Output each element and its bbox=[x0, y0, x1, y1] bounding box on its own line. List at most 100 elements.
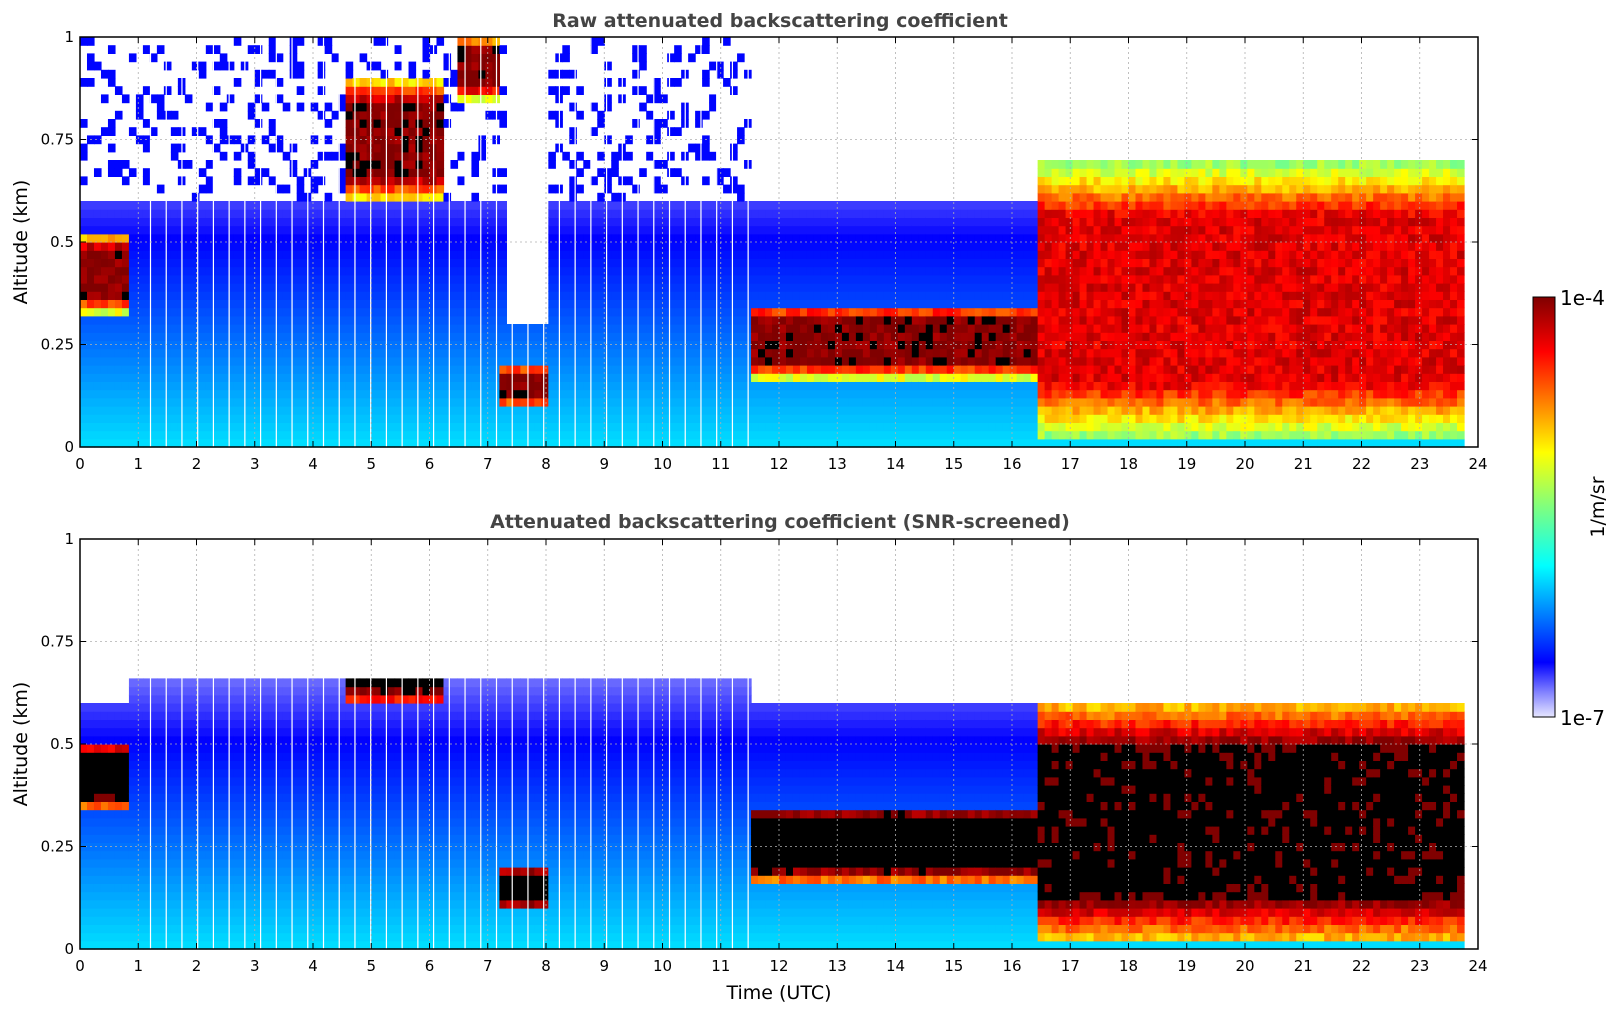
heatmap-cell bbox=[227, 316, 235, 325]
heatmap-cell bbox=[80, 144, 88, 153]
heatmap-cell bbox=[877, 234, 885, 243]
heatmap-cell bbox=[597, 414, 605, 423]
heatmap-cell bbox=[828, 209, 836, 218]
heatmap-cell bbox=[157, 275, 165, 284]
heatmap-cell bbox=[436, 324, 444, 333]
heatmap-cell bbox=[332, 258, 340, 267]
heatmap-cell bbox=[164, 422, 172, 431]
heatmap-cell bbox=[751, 381, 759, 390]
heatmap-cell bbox=[576, 431, 584, 440]
heatmap-cell bbox=[933, 308, 941, 317]
heatmap-cell bbox=[905, 414, 913, 423]
heatmap-cell bbox=[730, 357, 738, 366]
heatmap-cell bbox=[1094, 283, 1102, 292]
heatmap-cell bbox=[436, 78, 444, 87]
heatmap-cell bbox=[814, 283, 822, 292]
heatmap-cell bbox=[569, 299, 577, 308]
heatmap-cell bbox=[688, 365, 696, 374]
heatmap-cell bbox=[737, 316, 745, 325]
heatmap-cell bbox=[611, 209, 619, 218]
heatmap-cell bbox=[171, 111, 179, 120]
heatmap-cell bbox=[248, 176, 256, 185]
heatmap-cell bbox=[835, 258, 843, 267]
heatmap-cell bbox=[409, 226, 417, 235]
heatmap-cell bbox=[388, 332, 396, 341]
heatmap-cell bbox=[583, 299, 591, 308]
heatmap-cell bbox=[332, 431, 340, 440]
heatmap-cell bbox=[625, 332, 633, 341]
heatmap-cell bbox=[947, 422, 955, 431]
heatmap-cell bbox=[1073, 275, 1081, 284]
heatmap-cell bbox=[884, 283, 892, 292]
heatmap-cell bbox=[297, 176, 305, 185]
heatmap-cell bbox=[499, 373, 507, 382]
heatmap-cell bbox=[423, 168, 431, 177]
heatmap-cell bbox=[255, 431, 263, 440]
heatmap-cell bbox=[255, 226, 263, 235]
heatmap-cell bbox=[674, 291, 682, 300]
heatmap-cell bbox=[695, 365, 703, 374]
heatmap-cell bbox=[534, 381, 542, 390]
heatmap-cell bbox=[381, 242, 389, 251]
heatmap-cell bbox=[157, 283, 165, 292]
heatmap-cell bbox=[416, 324, 424, 333]
heatmap-cell bbox=[1010, 226, 1018, 235]
heatmap-cell bbox=[220, 152, 228, 161]
heatmap-cell bbox=[814, 275, 822, 284]
heatmap-cell bbox=[1073, 373, 1081, 382]
heatmap-cell bbox=[471, 217, 479, 226]
heatmap-cell bbox=[115, 226, 123, 235]
heatmap-cell bbox=[898, 398, 906, 407]
heatmap-cell bbox=[129, 201, 137, 210]
heatmap-cell bbox=[457, 373, 465, 382]
heatmap-cell bbox=[940, 422, 948, 431]
heatmap-cell bbox=[751, 373, 759, 382]
heatmap-cell bbox=[443, 324, 451, 333]
heatmap-cell bbox=[996, 381, 1004, 390]
heatmap-cell bbox=[108, 406, 116, 415]
heatmap-cell bbox=[1094, 267, 1102, 276]
heatmap-cell bbox=[933, 414, 941, 423]
heatmap-cell bbox=[772, 422, 780, 431]
heatmap-cell bbox=[730, 390, 738, 399]
heatmap-cell bbox=[597, 357, 605, 366]
heatmap-cell bbox=[842, 234, 850, 243]
heatmap-cell bbox=[395, 299, 403, 308]
heatmap-cell bbox=[814, 431, 822, 440]
heatmap-cell bbox=[499, 357, 507, 366]
heatmap-cell bbox=[255, 349, 263, 358]
heatmap-cell bbox=[947, 316, 955, 325]
heatmap-cell bbox=[891, 381, 899, 390]
heatmap-cell bbox=[395, 357, 403, 366]
heatmap-cell bbox=[576, 217, 584, 226]
heatmap-cell bbox=[646, 381, 654, 390]
heatmap-cell bbox=[1003, 226, 1011, 235]
heatmap-cell bbox=[346, 185, 354, 194]
heatmap-cell bbox=[730, 349, 738, 358]
heatmap-cell bbox=[863, 226, 871, 235]
heatmap-cell bbox=[611, 250, 619, 259]
heatmap-cell bbox=[632, 390, 640, 399]
heatmap-cell bbox=[332, 414, 340, 423]
heatmap-cell bbox=[639, 365, 647, 374]
heatmap-cell bbox=[325, 349, 333, 358]
heatmap-cell bbox=[667, 250, 675, 259]
heatmap-cell bbox=[318, 209, 326, 218]
heatmap-cell bbox=[206, 414, 214, 423]
heatmap-cell bbox=[1031, 299, 1039, 308]
heatmap-cell bbox=[1031, 250, 1039, 259]
heatmap-cell bbox=[423, 201, 431, 210]
heatmap-cell bbox=[877, 349, 885, 358]
heatmap-cell bbox=[234, 242, 242, 251]
heatmap-cell bbox=[842, 390, 850, 399]
heatmap-cell bbox=[416, 373, 424, 382]
heatmap-cell bbox=[674, 234, 682, 243]
heatmap-cell bbox=[982, 390, 990, 399]
heatmap-cell bbox=[471, 234, 479, 243]
heatmap-cell bbox=[234, 267, 242, 276]
heatmap-cell bbox=[807, 365, 815, 374]
heatmap-cell bbox=[80, 209, 88, 218]
heatmap-cell bbox=[821, 291, 829, 300]
heatmap-cell bbox=[388, 258, 396, 267]
heatmap-cell bbox=[101, 275, 109, 284]
